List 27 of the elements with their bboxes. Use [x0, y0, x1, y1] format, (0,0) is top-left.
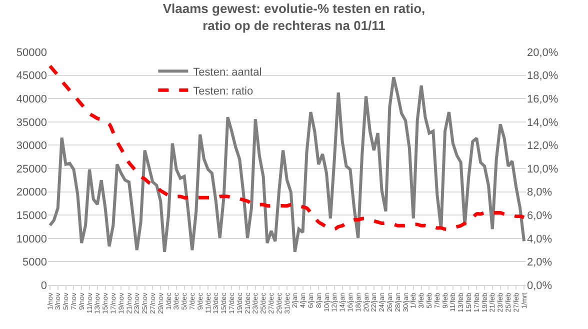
- y-tick-label: 25000: [16, 163, 47, 176]
- line-series: [48, 76, 526, 254]
- y2-tick-label: 14,0%: [527, 116, 558, 129]
- line-series: [48, 64, 526, 231]
- y2-tick-label: 16,0%: [527, 93, 558, 106]
- chart-title: Vlaams gewest: evolutie-% testen en ratio, ratio op de rechteras na 01/11: [162, 1, 426, 34]
- y2-tick-label: 12,0%: [527, 140, 558, 152]
- y-tick-label: 0: [40, 280, 47, 292]
- y2-tick-label: 0,0%: [527, 280, 552, 292]
- y2-tick-label: 4,0%: [527, 233, 552, 246]
- y2-tick-label: 2,0%: [527, 256, 552, 269]
- y-tick-label: 20000: [16, 186, 47, 199]
- y-tick-label: 10000: [16, 233, 47, 246]
- y-tick-label: 5000: [22, 256, 47, 269]
- y-tick-label: 35000: [16, 116, 47, 129]
- y2-tick-label: 18,0%: [527, 70, 558, 82]
- y-tick-label: 50000: [16, 46, 47, 59]
- y-tick-label: 15000: [16, 210, 47, 222]
- y-tick-label: 30000: [16, 140, 47, 152]
- legend-label: Testen: ratio: [193, 85, 254, 98]
- y2-tick-label: 6,0%: [527, 210, 552, 222]
- y-tick-label: 40000: [16, 93, 47, 106]
- y2-tick-label: 10,0%: [527, 163, 558, 176]
- y-tick-label: 45000: [16, 70, 47, 82]
- y2-tick-label: 20,0%: [527, 46, 558, 59]
- legend-label: Testen: aantal: [193, 66, 262, 78]
- y2-tick-label: 8,0%: [527, 186, 552, 199]
